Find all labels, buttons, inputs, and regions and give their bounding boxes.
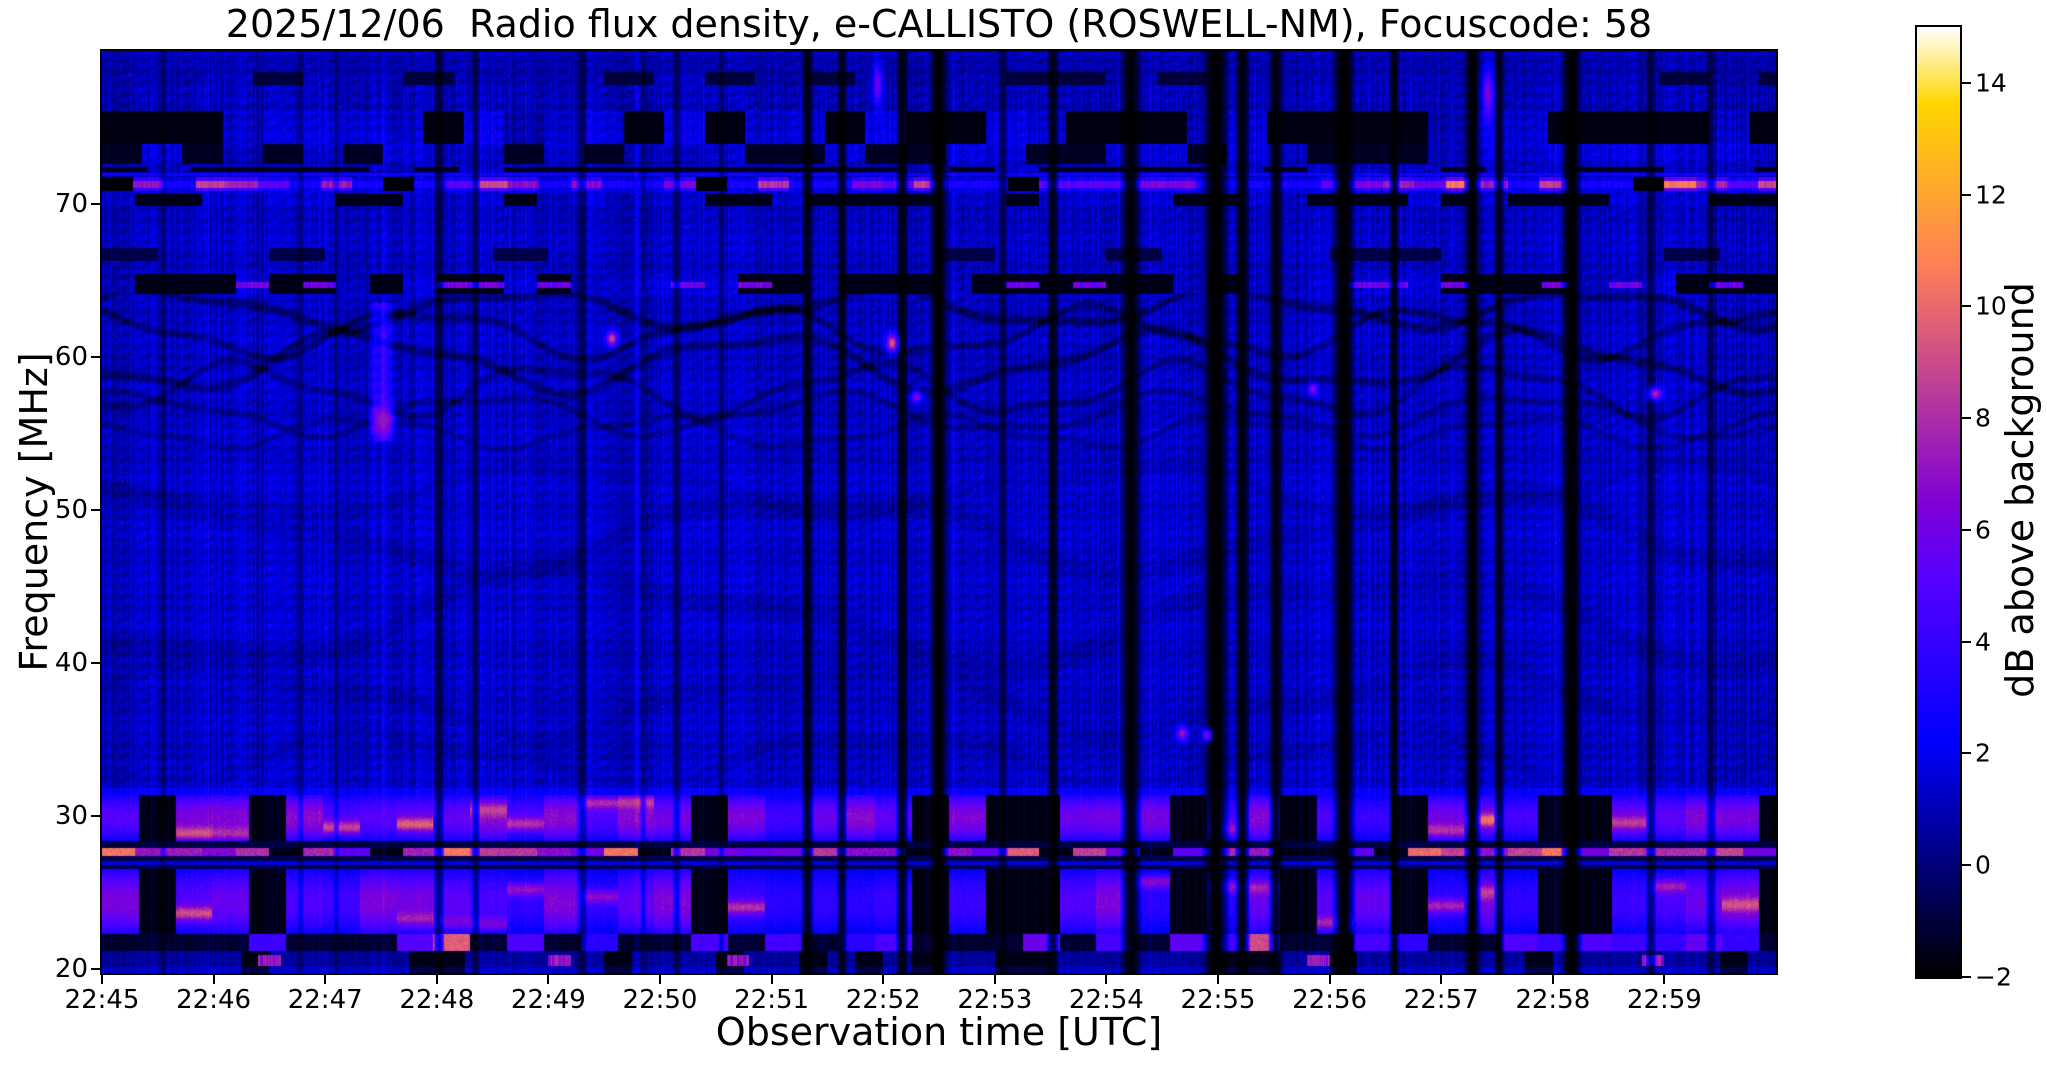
colorbar-canvas bbox=[1917, 27, 1960, 977]
x-tick-mark bbox=[770, 975, 773, 984]
x-tick-mark bbox=[659, 975, 661, 984]
colorbar-tick-mark bbox=[1962, 640, 1971, 643]
colorbar-tick-label: 8 bbox=[1975, 403, 1991, 433]
x-tick-mark bbox=[1551, 975, 1554, 984]
y-tick-mark bbox=[91, 815, 100, 818]
colorbar-tick-mark bbox=[1962, 976, 1971, 978]
x-tick-label: 22:55 bbox=[1180, 985, 1256, 1015]
colorbar-tick-mark bbox=[1962, 305, 1971, 308]
y-tick-label: 50 bbox=[54, 495, 88, 526]
x-tick-label: 22:52 bbox=[845, 985, 921, 1015]
x-tick-label: 22:48 bbox=[399, 985, 475, 1015]
x-tick-label: 22:57 bbox=[1403, 985, 1479, 1015]
x-tick-mark bbox=[993, 975, 996, 984]
x-tick-mark bbox=[1328, 975, 1331, 984]
x-tick-mark bbox=[435, 975, 438, 984]
colorbar-tick-mark bbox=[1962, 864, 1971, 867]
x-tick-mark bbox=[1105, 975, 1108, 984]
y-tick-label: 20 bbox=[54, 954, 88, 985]
y-tick-label: 40 bbox=[54, 648, 88, 679]
y-tick-mark bbox=[91, 356, 100, 359]
colorbar-tick-label: 6 bbox=[1975, 515, 1991, 545]
colorbar bbox=[1915, 25, 1962, 979]
x-axis-label: Observation time [UTC] bbox=[715, 1010, 1163, 1054]
colorbar-tick-label: 10 bbox=[1975, 291, 2007, 321]
x-tick-label: 22:54 bbox=[1068, 985, 1144, 1015]
x-tick-mark bbox=[212, 975, 215, 984]
y-tick-mark bbox=[91, 662, 100, 665]
colorbar-tick-label: 2 bbox=[1975, 738, 1991, 768]
x-tick-label: 22:51 bbox=[734, 985, 810, 1015]
colorbar-tick-mark bbox=[1962, 528, 1971, 531]
x-tick-mark bbox=[1440, 975, 1443, 984]
colorbar-tick-label: 0 bbox=[1975, 850, 1991, 880]
colorbar-tick-mark bbox=[1962, 81, 1971, 84]
x-tick-mark bbox=[1663, 975, 1666, 984]
x-tick-mark bbox=[324, 975, 327, 984]
colorbar-tick-label: 12 bbox=[1975, 180, 2007, 210]
spectrogram-plot bbox=[100, 49, 1778, 975]
spectrogram-canvas bbox=[102, 51, 1776, 973]
x-tick-label: 22:49 bbox=[510, 985, 586, 1015]
x-tick-label: 22:45 bbox=[64, 985, 140, 1015]
x-tick-label: 22:58 bbox=[1515, 985, 1591, 1015]
y-tick-label: 60 bbox=[54, 342, 88, 373]
colorbar-tick-label: 4 bbox=[1975, 627, 1991, 657]
plot-title: 2025/12/06 Radio flux density, e-CALLIST… bbox=[225, 2, 1653, 46]
x-tick-mark bbox=[101, 975, 103, 984]
y-tick-mark bbox=[91, 203, 100, 206]
colorbar-tick-mark bbox=[1962, 417, 1971, 420]
colorbar-tick-label: 14 bbox=[1975, 68, 2007, 98]
colorbar-label: dB above background bbox=[1998, 282, 2042, 698]
x-tick-label: 22:56 bbox=[1292, 985, 1368, 1015]
colorbar-tick-mark bbox=[1962, 193, 1971, 196]
colorbar-tick-label: −2 bbox=[1975, 962, 2012, 992]
x-tick-mark bbox=[882, 975, 885, 984]
y-tick-label: 70 bbox=[54, 189, 88, 220]
colorbar-tick-mark bbox=[1962, 752, 1971, 755]
y-tick-label: 30 bbox=[54, 801, 88, 832]
y-tick-mark bbox=[91, 509, 100, 512]
x-tick-label: 22:50 bbox=[622, 985, 698, 1015]
x-tick-mark bbox=[547, 975, 550, 984]
x-tick-label: 22:59 bbox=[1626, 985, 1702, 1015]
y-tick-mark bbox=[91, 968, 100, 971]
x-tick-label: 22:47 bbox=[287, 985, 363, 1015]
x-tick-label: 22:46 bbox=[176, 985, 252, 1015]
x-tick-mark bbox=[1217, 975, 1219, 984]
x-tick-label: 22:53 bbox=[957, 985, 1033, 1015]
